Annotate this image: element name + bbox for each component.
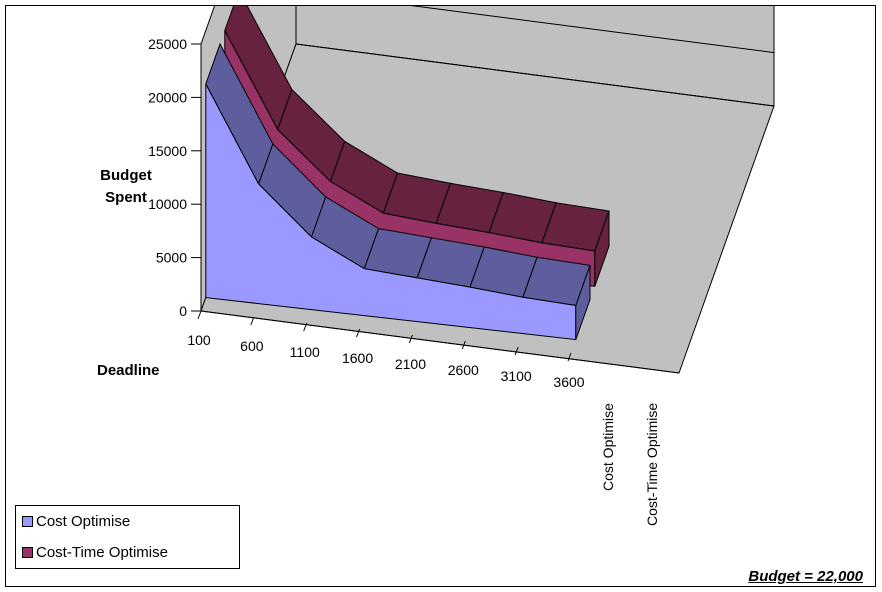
series-end-face — [594, 210, 610, 287]
y-axis-label: Budget Spent — [100, 167, 152, 206]
legend-item-cost-time-optimise: Cost-Time Optimise — [22, 543, 168, 563]
legend-swatch-cost-time-optimise — [22, 546, 33, 558]
x-axis: 100 600 1100 1600 2100 2600 3100 3600 — [187, 310, 680, 390]
gridline — [295, 43, 775, 107]
y-tick-label: 10000 — [148, 196, 187, 212]
chart-frame: 0 5000 10000 15000 20000 25000 100 600 1100 1600… — [5, 5, 876, 587]
x-tick — [303, 322, 308, 332]
legend-label: Cost Optimise — [36, 513, 131, 530]
x-tick-label: 600 — [240, 338, 264, 354]
x-tick-label: 3100 — [501, 368, 532, 384]
x-tick-label: 100 — [187, 332, 211, 348]
chart-series-ribbons — [205, 6, 610, 341]
y-tick-label: 15000 — [148, 143, 187, 159]
x-tick — [197, 310, 202, 320]
x-axis-label: Deadline — [97, 362, 160, 379]
y-axis-ticks: 0 5000 10000 15000 20000 25000 — [148, 6, 775, 319]
x-tick — [356, 328, 361, 338]
x-tick — [250, 316, 255, 326]
x-tick — [567, 352, 572, 362]
x-tick-label: 1600 — [342, 350, 373, 366]
x-tick — [461, 340, 466, 350]
chart-3d-area: 0 5000 10000 15000 20000 25000 100 600 1100 1600… — [148, 6, 775, 526]
x-tick-label: 3600 — [553, 374, 584, 390]
depth-axis-label: Cost Optimise — [600, 403, 616, 491]
series-end-face — [575, 265, 591, 340]
x-tick-label: 1100 — [290, 344, 320, 360]
y-tick-label: 25000 — [148, 36, 187, 52]
y-tick-label: 0 — [179, 303, 187, 319]
depth-axis: Cost Optimise Cost-Time Optimise — [600, 403, 660, 526]
legend-item-cost-optimise: Cost Optimise — [22, 512, 130, 532]
y-tick-label: 20000 — [148, 89, 187, 105]
series-cost-optimise — [205, 42, 591, 341]
legend-swatch-cost-optimise — [22, 515, 33, 527]
gridline — [410, 6, 775, 54]
x-tick-label: 2100 — [395, 356, 426, 372]
x-tick — [408, 334, 413, 344]
x-tick-label: 2600 — [448, 362, 479, 378]
x-tick — [514, 346, 519, 356]
depth-axis-label: Cost-Time Optimise — [644, 403, 660, 526]
legend: Cost Optimise Cost-Time Optimise — [15, 505, 240, 569]
x-axis-line — [200, 310, 680, 374]
legend-label: Cost-Time Optimise — [36, 544, 168, 561]
budget-annotation: Budget = 22,000 — [748, 568, 863, 585]
y-tick-label: 5000 — [156, 250, 187, 266]
